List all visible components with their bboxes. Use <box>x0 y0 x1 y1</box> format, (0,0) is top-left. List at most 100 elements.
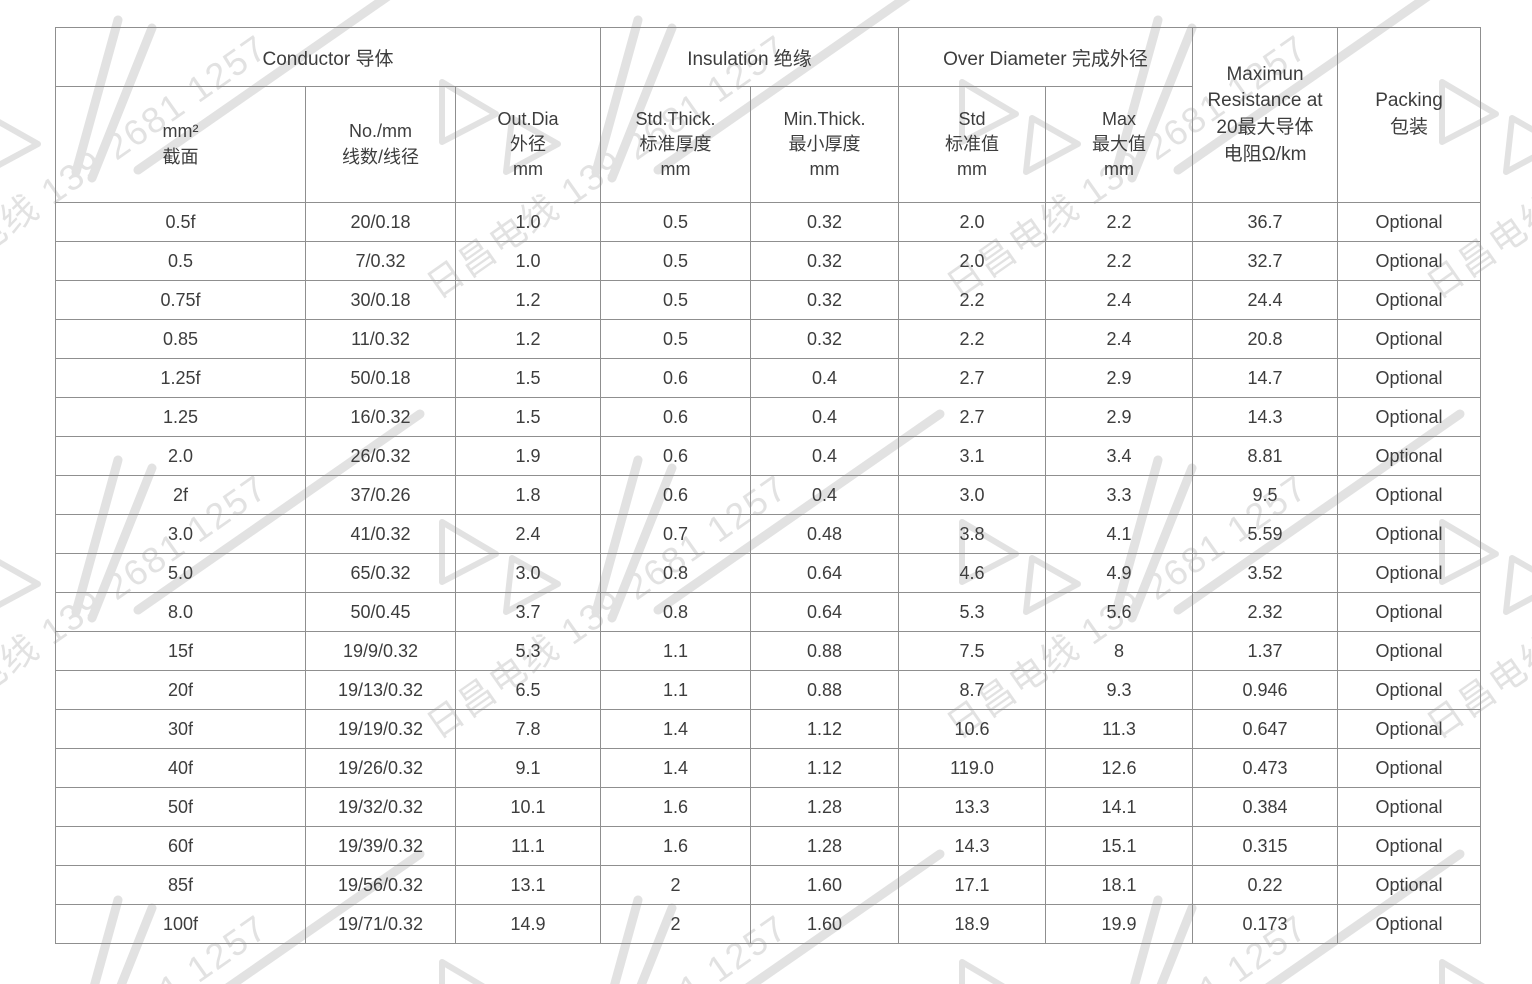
table-cell: 2.0 <box>55 436 306 476</box>
table-cell: 24.4 <box>1192 280 1338 320</box>
table-cell: 3.3 <box>1045 475 1193 515</box>
packing-header-cell: Packing 包装 <box>1337 27 1481 203</box>
table-cell: 1.6 <box>600 787 751 827</box>
spec-table-head: Conductor 导体 Insulation 绝缘 Over Diameter 完… <box>55 27 1481 203</box>
table-cell: 6.5 <box>455 670 601 710</box>
table-cell: 18.9 <box>898 904 1046 944</box>
table-cell: 12.6 <box>1045 748 1193 788</box>
table-cell: 0.88 <box>750 670 899 710</box>
table-row: 2f 37/0.26 1.8 0.6 0.4 3.0 3.3 9.5 Optional <box>55 475 1481 515</box>
table-cell: 1.9 <box>455 436 601 476</box>
table-cell: 85f <box>55 865 306 905</box>
table-row: 1.25f 50/0.18 1.5 0.6 0.4 2.7 2.9 14.7 Optional <box>55 358 1481 398</box>
table-cell: 9.5 <box>1192 475 1338 515</box>
table-cell: Optional <box>1337 475 1481 515</box>
table-cell: 17.1 <box>898 865 1046 905</box>
table-cell: 3.0 <box>898 475 1046 515</box>
table-cell: 0.6 <box>600 397 751 437</box>
table-cell: 1.4 <box>600 748 751 788</box>
table-cell: 0.8 <box>600 592 751 632</box>
table-cell: 20/0.18 <box>305 202 456 242</box>
table-row: 60f 19/39/0.32 11.1 1.6 1.28 14.3 15.1 0.315 Opt… <box>55 826 1481 866</box>
table-cell: 2.9 <box>1045 358 1193 398</box>
table-cell: 2.0 <box>898 202 1046 242</box>
table-cell: 20.8 <box>1192 319 1338 359</box>
table-cell: Optional <box>1337 280 1481 320</box>
table-cell: 37/0.26 <box>305 475 456 515</box>
table-cell: 1.60 <box>750 865 899 905</box>
table-cell: 36.7 <box>1192 202 1338 242</box>
table-row: 0.75f 30/0.18 1.2 0.5 0.32 2.2 2.4 24.4 Optional <box>55 280 1481 320</box>
table-cell: Optional <box>1337 592 1481 632</box>
table-cell: 0.4 <box>750 436 899 476</box>
table-cell: 19.9 <box>1045 904 1193 944</box>
table-cell: 0.32 <box>750 241 899 281</box>
table-cell: Optional <box>1337 904 1481 944</box>
table-row: 50f 19/32/0.32 10.1 1.6 1.28 13.3 14.1 0.384 Opt… <box>55 787 1481 827</box>
table-cell: 0.315 <box>1192 826 1338 866</box>
table-cell: 11/0.32 <box>305 319 456 359</box>
table-cell: 50f <box>55 787 306 827</box>
table-cell: 15f <box>55 631 306 671</box>
table-cell: 14.3 <box>898 826 1046 866</box>
table-cell: 2 <box>600 904 751 944</box>
table-cell: 3.0 <box>55 514 306 554</box>
table-cell: 19/26/0.32 <box>305 748 456 788</box>
table-cell: 0.384 <box>1192 787 1338 827</box>
table-row: 15f 19/9/0.32 5.3 1.1 0.88 7.5 8 1.37 Optional <box>55 631 1481 671</box>
table-cell: 8.81 <box>1192 436 1338 476</box>
table-cell: 2.2 <box>898 319 1046 359</box>
resistance-header-cell: Maximun Resistance at 20最大导体 电阻Ω/km <box>1192 27 1338 203</box>
table-cell: 2.2 <box>1045 202 1193 242</box>
group-header-cell: Insulation 绝缘 <box>600 27 899 87</box>
table-cell: 1.1 <box>600 670 751 710</box>
table-cell: 0.473 <box>1192 748 1338 788</box>
table-cell: 19/19/0.32 <box>305 709 456 749</box>
table-cell: 14.9 <box>455 904 601 944</box>
table-cell: 2 <box>600 865 751 905</box>
table-cell: 30f <box>55 709 306 749</box>
table-cell: 2.32 <box>1192 592 1338 632</box>
table-cell: 60f <box>55 826 306 866</box>
table-cell: 1.0 <box>455 202 601 242</box>
table-cell: Optional <box>1337 865 1481 905</box>
table-cell: 0.6 <box>600 436 751 476</box>
table-cell: 19/39/0.32 <box>305 826 456 866</box>
table-cell: 7.8 <box>455 709 601 749</box>
table-cell: Optional <box>1337 202 1481 242</box>
table-cell: 1.25 <box>55 397 306 437</box>
table-cell: Optional <box>1337 748 1481 788</box>
column-header-cell: mm² 截面 <box>55 86 306 203</box>
table-cell: 19/71/0.32 <box>305 904 456 944</box>
table-cell: 4.9 <box>1045 553 1193 593</box>
table-cell: 0.85 <box>55 319 306 359</box>
table-cell: 1.0 <box>455 241 601 281</box>
table-cell: 0.7 <box>600 514 751 554</box>
table-cell: 7/0.32 <box>305 241 456 281</box>
table-row: 40f 19/26/0.32 9.1 1.4 1.12 119.0 12.6 0.473 Opt… <box>55 748 1481 788</box>
table-cell: 1.12 <box>750 709 899 749</box>
table-cell: 4.6 <box>898 553 1046 593</box>
table-cell: 19/13/0.32 <box>305 670 456 710</box>
table-row: 30f 19/19/0.32 7.8 1.4 1.12 10.6 11.3 0.647 Opti… <box>55 709 1481 749</box>
column-header-cell: Max 最大值 mm <box>1045 86 1193 203</box>
table-cell: 32.7 <box>1192 241 1338 281</box>
table-cell: 0.5 <box>600 319 751 359</box>
table-row: 0.5 7/0.32 1.0 0.5 0.32 2.0 2.2 32.7 Optional <box>55 241 1481 281</box>
table-row: 20f 19/13/0.32 6.5 1.1 0.88 8.7 9.3 0.946 Option… <box>55 670 1481 710</box>
table-cell: 5.3 <box>455 631 601 671</box>
table-cell: 9.1 <box>455 748 601 788</box>
column-header-cell: Std 标准值 mm <box>898 86 1046 203</box>
table-cell: 9.3 <box>1045 670 1193 710</box>
column-header-cell: Min.Thick. 最小厚度 mm <box>750 86 899 203</box>
table-cell: 0.32 <box>750 319 899 359</box>
table-cell: 65/0.32 <box>305 553 456 593</box>
table-cell: 0.5 <box>55 241 306 281</box>
table-row: 1.25 16/0.32 1.5 0.6 0.4 2.7 2.9 14.3 Optional <box>55 397 1481 437</box>
table-cell: Optional <box>1337 436 1481 476</box>
table-cell: 2.2 <box>1045 241 1193 281</box>
table-cell: 1.60 <box>750 904 899 944</box>
table-cell: 1.5 <box>455 397 601 437</box>
table-cell: 0.5 <box>600 280 751 320</box>
table-cell: 1.28 <box>750 787 899 827</box>
